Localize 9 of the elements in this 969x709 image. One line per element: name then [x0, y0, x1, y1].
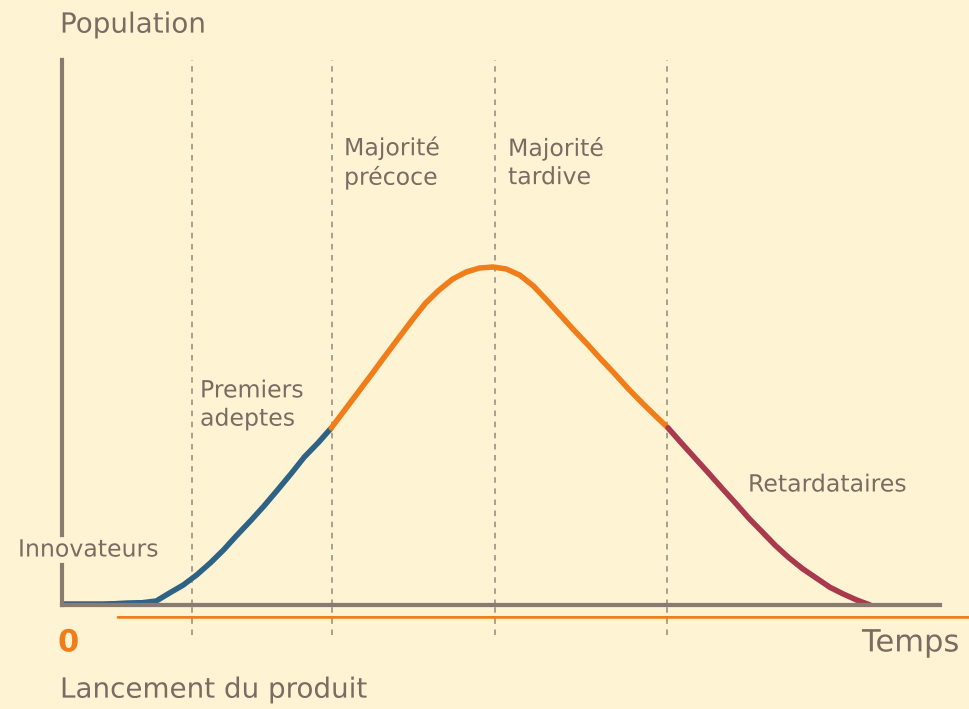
annotation: Premiers adeptes [201, 379, 302, 431]
text: Lancement du produit [62, 676, 367, 704]
text: 0 [59, 628, 78, 652]
annotation: Retardataires [750, 474, 906, 492]
text: Majorité précoce [346, 136, 439, 190]
annotation: Innovateurs [20, 539, 158, 557]
text: Majorité tardive [508, 136, 603, 184]
x-axis-title: Temps [862, 629, 958, 658]
text: Population [62, 12, 204, 38]
